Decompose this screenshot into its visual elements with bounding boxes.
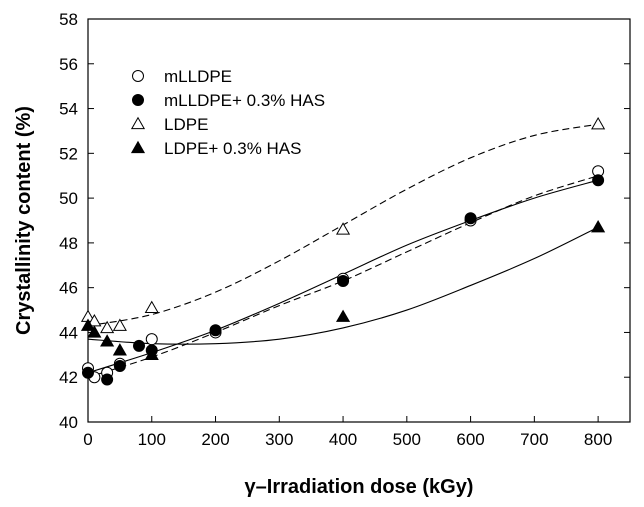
point-series-2 (209, 324, 222, 337)
y-tick-label: 50 (59, 189, 78, 208)
x-tick-label: 0 (83, 430, 92, 449)
point-series-3 (335, 222, 351, 235)
x-tick-label: 700 (520, 430, 548, 449)
plot-frame (87, 18, 631, 423)
y-tick-label: 44 (59, 323, 78, 342)
x-tick-label: 800 (584, 430, 612, 449)
x-tick-label: 100 (138, 430, 166, 449)
point-series-2 (337, 274, 350, 287)
y-axis-title: Crystallinity content (%) (13, 106, 35, 335)
point-series-4 (80, 318, 96, 331)
legend-marker-series-2 (132, 94, 144, 106)
x-axis-title: γ–Irradiation dose (kGy) (245, 476, 474, 498)
y-tick-label: 54 (59, 100, 78, 119)
y-tick-label: 52 (59, 144, 78, 163)
x-tick-label: 200 (201, 430, 229, 449)
y-tick-label: 46 (59, 279, 78, 298)
legend-label-series-1: mLLDPE (164, 67, 232, 86)
legend: mLLDPE mLLDPE+ 0.3% HAS LDPE LDPE+ 0.3% HAS (130, 67, 325, 158)
x-tick-label: 600 (456, 430, 484, 449)
y-tick-label: 56 (59, 55, 78, 74)
x-tick-label: 500 (393, 430, 421, 449)
legend-label-series-2: mLLDPE+ 0.3% HAS (164, 91, 325, 110)
point-series-3 (144, 300, 159, 313)
point-series-1 (145, 333, 158, 346)
point-series-4 (100, 334, 115, 347)
legend-marker-series-4 (130, 140, 146, 154)
legend-marker-series-3 (130, 116, 146, 130)
point-series-2 (592, 174, 605, 187)
point-series-2 (101, 373, 114, 386)
legend-label-series-4: LDPE+ 0.3% HAS (164, 139, 302, 158)
point-series-3 (112, 318, 127, 331)
point-series-2 (113, 360, 126, 373)
point-series-2 (133, 339, 146, 352)
point-series-3 (100, 320, 115, 334)
axes: 0 100 200 300 400 500 600 700 800 40 42 44 46 48 50 52 5… (59, 10, 631, 449)
point-series-4 (112, 343, 127, 356)
y-tick-label: 40 (59, 413, 78, 432)
point-series-2 (464, 212, 477, 225)
point-series-2 (82, 366, 94, 379)
point-series-4 (87, 325, 102, 338)
point-series-4 (144, 347, 159, 360)
legend-marker-series-1 (132, 70, 144, 82)
y-tick-label: 42 (59, 368, 78, 387)
x-tick-label: 400 (329, 430, 357, 449)
legend-label-series-3: LDPE (164, 115, 208, 134)
point-series-4 (591, 220, 606, 233)
fit-line-series-4 (87, 226, 599, 345)
y-tick-label: 58 (59, 10, 78, 29)
y-tick-label: 48 (59, 234, 78, 253)
point-series-4 (335, 309, 351, 322)
x-tick-label: 300 (265, 430, 293, 449)
point-series-3 (591, 117, 606, 130)
data-points (80, 117, 606, 386)
